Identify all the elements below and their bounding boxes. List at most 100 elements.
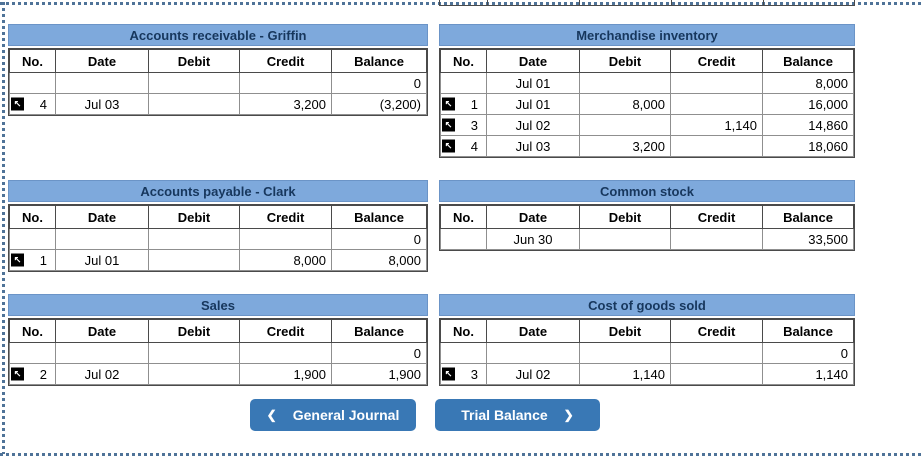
column-header-date: Date [486,205,580,229]
trial-balance-button[interactable]: Trial Balance ❯ [435,399,600,431]
cell-no: ↖ 3 [440,363,487,385]
ledger-row: ↖ 2 Jul 02 1,900 1,900 [9,363,427,385]
trial-balance-label: Trial Balance [461,407,548,423]
ledger-table: No. Date Debit Credit Balance 0 ↖ 2 Jul 02 1,900 1… [9,319,427,385]
cell-no [9,72,56,94]
ledger-row: ↖ 3 Jul 02 1,140 1,140 [440,363,854,385]
cell-date: Jul 03 [55,93,149,115]
column-header-credit: Credit [239,319,332,343]
column-header-debit: Debit [148,319,240,343]
page-break-border-left [2,2,5,454]
ledger-row: ↖ 1 Jul 01 8,000 8,000 [9,249,427,271]
column-header-no: No. [9,205,56,229]
cell-credit [670,135,763,157]
column-header-row: No. Date Debit Credit Balance [9,319,427,343]
ledger-table-frame: No. Date Debit Credit Balance 0 ↖ 1 Jul 01 8,000 8… [8,204,428,272]
ledger-accounts-payable-clark: Accounts payable - Clark No. Date Debit Cred… [8,180,428,272]
cell-debit [579,342,671,364]
posting-reference-icon[interactable]: ↖ [442,97,455,111]
column-header-balance: Balance [762,49,854,73]
cell-no: ↖ 4 [440,135,487,157]
cell-debit [579,72,671,94]
posting-reference-icon[interactable]: ↖ [11,367,24,381]
cell-credit [670,228,763,250]
cell-no: ↖ 1 [9,249,56,271]
cell-no [440,228,487,250]
cell-debit [148,342,240,364]
ledger-table: No. Date Debit Credit Balance 0 ↖ 1 Jul 01 8,000 8… [9,205,427,271]
cell-credit: 8,000 [239,249,332,271]
ledger-merchandise-inventory: Merchandise inventory No. Date Debit Credit B… [439,24,855,158]
chevron-right-icon: ❯ [563,408,574,422]
posting-reference-icon[interactable]: ↖ [442,367,455,381]
entry-number: 1 [470,96,478,112]
cell-no: ↖ 3 [440,114,487,136]
cell-debit: 1,140 [579,363,671,385]
ledger-row: ↖ 4 Jul 03 3,200 18,060 [440,135,854,157]
ledger-sales: Sales No. Date Debit Credit Balance 0 ↖ 2 Jul 02 1… [8,294,428,386]
column-header-balance: Balance [762,205,854,229]
ledger-table-frame: No. Date Debit Credit Balance 0 ↖ 4 Jul 03 3,200(… [8,48,428,116]
column-header-row: No. Date Debit Credit Balance [440,319,854,343]
cell-date: Jul 01 [486,93,580,115]
column-header-credit: Credit [239,49,332,73]
ledger-row: 0 [9,228,427,250]
column-header-debit: Debit [148,49,240,73]
cell-balance: 0 [331,228,427,250]
column-header-debit: Debit [148,205,240,229]
cell-date: Jul 02 [55,363,149,385]
cell-balance: 0 [331,72,427,94]
cell-debit: 3,200 [579,135,671,157]
ledger-row: 0 [440,342,854,364]
cropped-table-edge [439,0,855,6]
cell-balance: 8,000 [762,72,854,94]
column-header-credit: Credit [239,205,332,229]
cell-no: ↖ 4 [9,93,56,115]
column-header-debit: Debit [579,319,671,343]
column-header-no: No. [440,205,487,229]
column-header-date: Date [55,49,149,73]
entry-number: 4 [470,138,478,154]
cell-balance: 0 [762,342,854,364]
ledger-row: 0 [9,342,427,364]
page-break-border-bottom [0,453,921,456]
column-header-credit: Credit [670,205,763,229]
ledger-title: Accounts receivable - Griffin [8,24,428,46]
general-journal-button[interactable]: ❮ General Journal [250,399,416,431]
ledger-table: No. Date Debit Credit Balance Jun 30 33,500 [440,205,854,250]
column-header-debit: Debit [579,49,671,73]
cell-balance: 1,900 [331,363,427,385]
column-header-balance: Balance [762,319,854,343]
cell-balance: 33,500 [762,228,854,250]
cell-credit [670,363,763,385]
cell-credit [670,93,763,115]
posting-reference-icon[interactable]: ↖ [442,118,455,132]
cell-date: Jul 01 [486,72,580,94]
cell-balance: 8,000 [331,249,427,271]
cell-balance: 0 [331,342,427,364]
posting-reference-icon[interactable]: ↖ [442,139,455,153]
cell-date [486,342,580,364]
column-header-date: Date [486,319,580,343]
ledger-cost-of-goods-sold: Cost of goods sold No. Date Debit Credit Bala… [439,294,855,386]
posting-reference-icon[interactable]: ↖ [11,97,24,111]
ledger-table: No. Date Debit Credit Balance Jul 01 8,000 ↖ 1 Ju… [440,49,854,157]
cell-credit: 3,200 [239,93,332,115]
cell-date: Jul 02 [486,363,580,385]
ledger-title: Accounts payable - Clark [8,180,428,202]
cell-credit [239,342,332,364]
cell-credit: 1,140 [670,114,763,136]
column-header-no: No. [9,49,56,73]
cell-debit [579,228,671,250]
ledger-accounts-receivable-griffin: Accounts receivable - Griffin No. Date Debi… [8,24,428,116]
column-header-balance: Balance [331,49,427,73]
column-header-no: No. [9,319,56,343]
page-break-border-top [0,2,921,5]
entry-number: 3 [470,366,478,382]
cell-no: ↖ 1 [440,93,487,115]
cell-balance: 18,060 [762,135,854,157]
chevron-left-icon: ❮ [266,408,277,422]
posting-reference-icon[interactable]: ↖ [11,253,24,267]
cell-credit [239,72,332,94]
